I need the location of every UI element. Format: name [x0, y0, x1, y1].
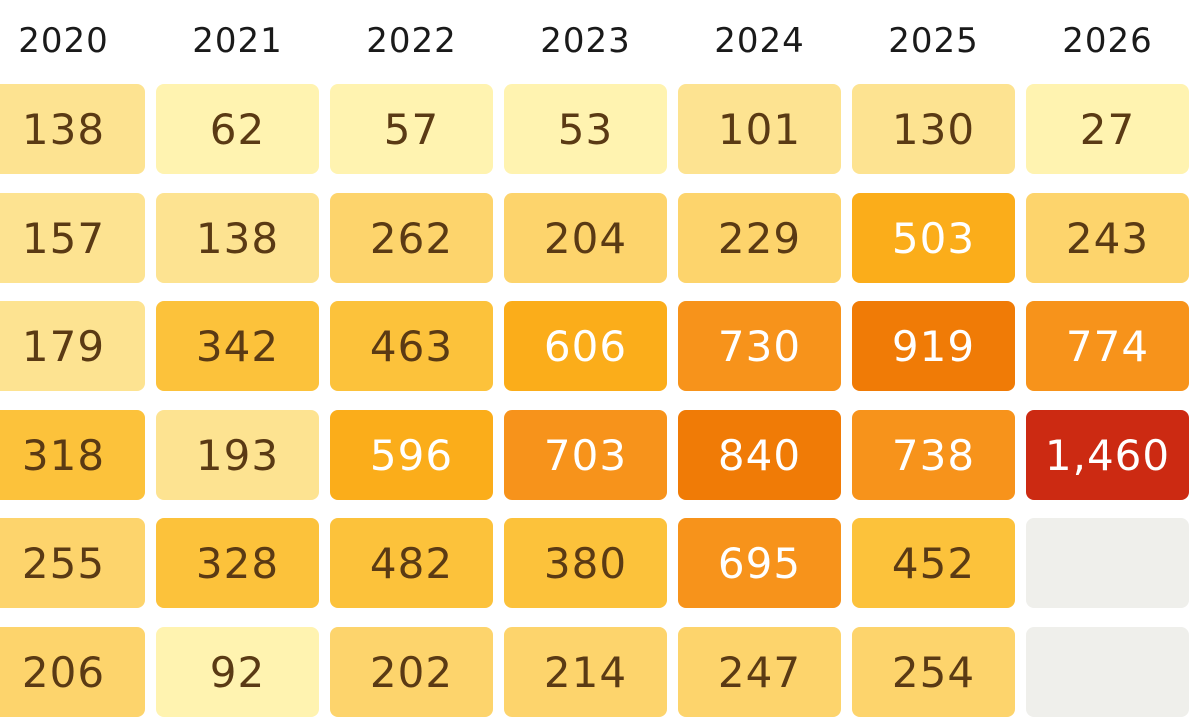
- heatmap-cell-r2-2025: 503: [852, 193, 1015, 283]
- heatmap-cell-r4-2025: 738: [852, 410, 1015, 500]
- heatmap-cell-r3-2023: 606: [504, 301, 667, 391]
- heatmap-cell-r6-2025: 254: [852, 627, 1015, 717]
- cell-value: 138: [195, 213, 280, 263]
- heatmap-cell-r5-2026: [1026, 518, 1189, 608]
- cell-value: 503: [891, 213, 976, 263]
- cell-value: 255: [21, 538, 106, 588]
- cell-value: 57: [383, 104, 440, 154]
- heatmap-cell-r2-2021: 138: [156, 193, 319, 283]
- heatmap-cell-r6-2026: [1026, 627, 1189, 717]
- heatmap-cell-r5-2022: 482: [330, 518, 493, 608]
- column-label-2024: 2024: [714, 21, 805, 61]
- heatmap-cell-r4-2020: 318: [0, 410, 145, 500]
- cell-value: 214: [543, 647, 628, 697]
- cell-value: 919: [891, 321, 976, 371]
- heatmap-cell-r6-2023: 214: [504, 627, 667, 717]
- heatmap-cell-r3-2026: 774: [1026, 301, 1189, 391]
- heatmap-cell-r1-2022: 57: [330, 84, 493, 174]
- cell-value: 62: [209, 104, 266, 154]
- cell-value: 92: [209, 647, 266, 697]
- cell-value: 730: [717, 321, 802, 371]
- cell-value: 193: [195, 430, 280, 480]
- heatmap-cell-r6-2022: 202: [330, 627, 493, 717]
- cell-value: 157: [21, 213, 106, 263]
- heatmap-cell-r1-2024: 101: [678, 84, 841, 174]
- cell-value: 703: [543, 430, 628, 480]
- cell-value: 229: [717, 213, 802, 263]
- cell-value: 774: [1065, 321, 1150, 371]
- column-label-2026: 2026: [1062, 21, 1153, 61]
- heatmap-cell-r4-2021: 193: [156, 410, 319, 500]
- cell-value: 695: [717, 538, 802, 588]
- heatmap-cell-r5-2021: 328: [156, 518, 319, 608]
- column-label-2023: 2023: [540, 21, 631, 61]
- column-label-2022: 2022: [366, 21, 457, 61]
- cell-value: 606: [543, 321, 628, 371]
- heatmap-cell-r5-2024: 695: [678, 518, 841, 608]
- cell-value: 247: [717, 647, 802, 697]
- cell-value: 328: [195, 538, 280, 588]
- cell-value: 243: [1065, 213, 1150, 263]
- cell-value: 262: [369, 213, 454, 263]
- cell-value: 380: [543, 538, 628, 588]
- heatmap-cell-r4-2023: 703: [504, 410, 667, 500]
- heatmap-cell-r2-2022: 262: [330, 193, 493, 283]
- column-label-2021: 2021: [192, 21, 283, 61]
- heatmap-cell-r2-2026: 243: [1026, 193, 1189, 283]
- heatmap-cell-r6-2020: 206: [0, 627, 145, 717]
- cell-value: 53: [557, 104, 614, 154]
- cell-value: 463: [369, 321, 454, 371]
- heatmap-cell-r1-2023: 53: [504, 84, 667, 174]
- cell-value: 27: [1079, 104, 1136, 154]
- heatmap-cell-r2-2024: 229: [678, 193, 841, 283]
- heatmap-cell-r4-2026: 1,460: [1026, 410, 1189, 500]
- cell-value: 206: [21, 647, 106, 697]
- heatmap-cell-r3-2020: 179: [0, 301, 145, 391]
- heatmap-cell-r3-2024: 730: [678, 301, 841, 391]
- heatmap-cell-r2-2023: 204: [504, 193, 667, 283]
- heatmap-cell-r1-2026: 27: [1026, 84, 1189, 174]
- heatmap-cell-r1-2025: 130: [852, 84, 1015, 174]
- cell-value: 738: [891, 430, 976, 480]
- cell-value: 179: [21, 321, 106, 371]
- heatmap-cell-r4-2022: 596: [330, 410, 493, 500]
- heatmap-cell-r3-2022: 463: [330, 301, 493, 391]
- heatmap-cell-r5-2025: 452: [852, 518, 1015, 608]
- cell-value: 840: [717, 430, 802, 480]
- cell-value: 130: [891, 104, 976, 154]
- cell-value: 1,460: [1044, 430, 1171, 480]
- cell-value: 596: [369, 430, 454, 480]
- heatmap-cell-r1-2020: 138: [0, 84, 145, 174]
- heatmap-cell-r3-2021: 342: [156, 301, 319, 391]
- column-label-2020: 2020: [18, 21, 109, 61]
- cell-value: 101: [717, 104, 802, 154]
- cell-value: 254: [891, 647, 976, 697]
- heatmap-cell-r1-2021: 62: [156, 84, 319, 174]
- heatmap-cell-r3-2025: 919: [852, 301, 1015, 391]
- heatmap-cell-r5-2023: 380: [504, 518, 667, 608]
- cell-value: 318: [21, 430, 106, 480]
- cell-value: 138: [21, 104, 106, 154]
- cell-value: 202: [369, 647, 454, 697]
- cell-value: 204: [543, 213, 628, 263]
- heatmap-cell-r5-2020: 255: [0, 518, 145, 608]
- cell-value: 342: [195, 321, 280, 371]
- heatmap-cell-r6-2021: 92: [156, 627, 319, 717]
- heatmap-cell-r4-2024: 840: [678, 410, 841, 500]
- heatmap-cell-r6-2024: 247: [678, 627, 841, 717]
- cell-value: 482: [369, 538, 454, 588]
- column-label-2025: 2025: [888, 21, 979, 61]
- cell-value: 452: [891, 538, 976, 588]
- heatmap-cell-r2-2020: 157: [0, 193, 145, 283]
